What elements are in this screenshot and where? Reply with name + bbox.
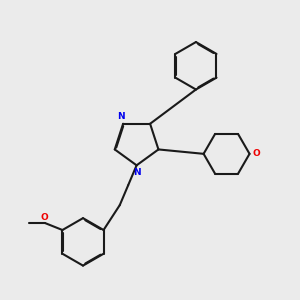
Text: N: N [117,112,125,121]
Text: N: N [133,168,140,177]
Text: O: O [253,149,260,158]
Text: O: O [40,213,48,222]
